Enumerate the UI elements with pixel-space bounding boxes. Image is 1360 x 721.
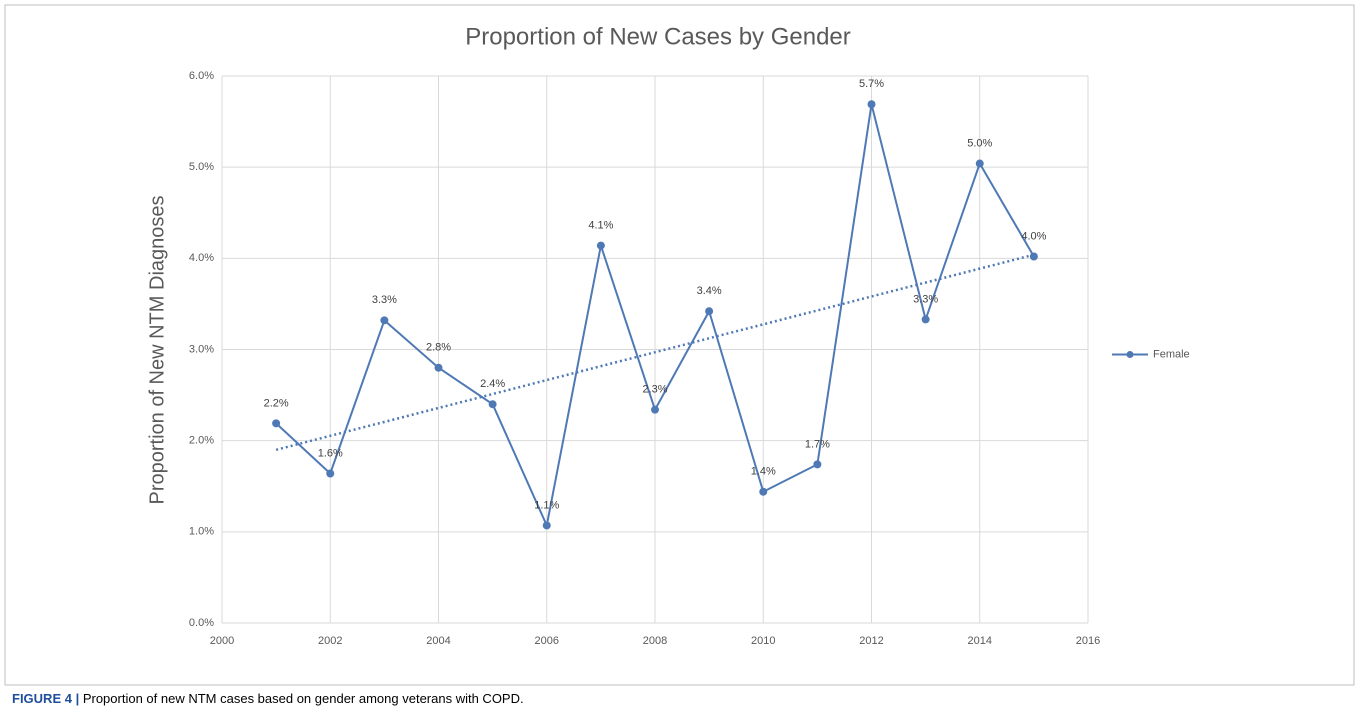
point: [1029, 252, 1038, 261]
data-label: 5.7%: [859, 78, 884, 90]
y-tick-label: 0.0%: [189, 617, 214, 629]
point: [813, 460, 822, 469]
x-tick-label: 2004: [426, 635, 450, 647]
x-tick-label: 2012: [859, 635, 883, 647]
chart-title: Proportion of New Cases by Gender: [465, 23, 851, 50]
figure-border: [4, 4, 1355, 686]
caption-label: FIGURE 4 |: [12, 691, 79, 706]
data-label: 2.3%: [642, 384, 667, 396]
point: [651, 405, 659, 414]
data-label: 1.1%: [534, 499, 559, 511]
point: [488, 400, 497, 409]
point: [921, 315, 930, 324]
y-axis-label: Proportion of New NTM Diagnoses: [146, 195, 168, 504]
y-tick-label: 3.0%: [189, 343, 214, 355]
point: [542, 521, 551, 530]
point: [975, 159, 984, 168]
point: [759, 487, 768, 496]
point: [272, 419, 281, 428]
data-label: 3.3%: [913, 293, 938, 305]
y-tick-label: 2.0%: [189, 435, 214, 447]
data-label: 3.4%: [697, 285, 722, 297]
y-tick-label: 4.0%: [189, 252, 214, 264]
data-label: 1.6%: [318, 447, 343, 459]
point: [596, 241, 605, 250]
x-tick-label: 2000: [210, 635, 234, 647]
data-label: 3.3%: [372, 294, 397, 306]
point: [380, 316, 389, 325]
y-tick-label: 6.0%: [189, 70, 214, 82]
x-tick-label: 2010: [751, 635, 775, 647]
caption: FIGURE 4 | Proportion of new NTM cases b…: [12, 691, 524, 706]
data-label: 2.2%: [264, 397, 289, 409]
legend-label: Female: [1153, 348, 1190, 360]
x-tick-label: 2014: [968, 635, 992, 647]
data-label: 2.4%: [480, 378, 505, 390]
x-tick-label: 2006: [535, 635, 559, 647]
trendline: [275, 253, 1035, 451]
x-tick-label: 2002: [318, 635, 342, 647]
data-label: 5.0%: [967, 137, 992, 149]
y-tick-label: 1.0%: [189, 526, 214, 538]
point: [326, 469, 335, 478]
data-label: 1.7%: [805, 438, 830, 450]
point: [434, 363, 443, 372]
point: [705, 307, 714, 316]
data-label: 1.4%: [751, 466, 776, 478]
point: [867, 100, 876, 109]
data-label: 4.1%: [588, 219, 613, 231]
caption-text: Proportion of new NTM cases based on gen…: [83, 691, 524, 706]
y-tick-label: 5.0%: [189, 161, 214, 173]
x-tick-label: 2016: [1076, 635, 1100, 647]
legend-marker: [1126, 351, 1134, 358]
data-label: 2.8%: [426, 342, 451, 354]
x-tick-label: 2008: [643, 635, 667, 647]
data-label: 4.0%: [1021, 230, 1046, 242]
